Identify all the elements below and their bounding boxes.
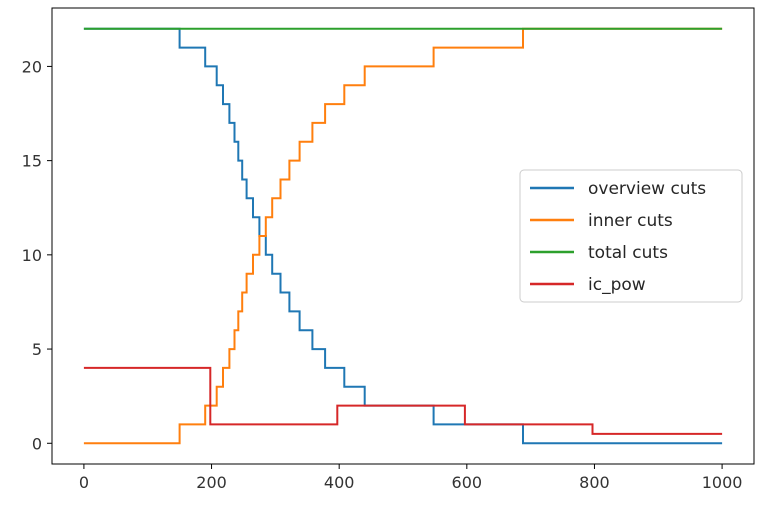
legend-label-inner-cuts: inner cuts bbox=[588, 211, 673, 231]
x-tick-label: 800 bbox=[579, 473, 610, 492]
y-tick-label: 10 bbox=[22, 246, 42, 265]
legend-label-overview-cuts: overview cuts bbox=[588, 179, 706, 199]
x-tick-label: 600 bbox=[452, 473, 483, 492]
y-axis: 0 5 10 15 20 bbox=[22, 57, 52, 453]
x-tick-label: 400 bbox=[324, 473, 355, 492]
legend-box bbox=[519, 169, 743, 303]
plot-frame bbox=[51, 7, 755, 465]
y-tick-label: 5 bbox=[32, 340, 42, 359]
legend-label-total-cuts: total cuts bbox=[588, 243, 668, 263]
x-tick-label: 200 bbox=[196, 473, 227, 492]
legend-label-ic-pow: ic_pow bbox=[588, 275, 646, 295]
x-tick-label: 1000 bbox=[702, 473, 743, 492]
y-tick-label: 20 bbox=[22, 57, 42, 76]
legend: overview cuts inner cuts total cuts ic_pow bbox=[519, 169, 743, 303]
x-axis: 0 200 400 600 800 1000 bbox=[79, 464, 743, 492]
series-line-ic-pow bbox=[83, 366, 723, 435]
y-tick-label: 15 bbox=[22, 152, 42, 171]
y-tick-label: 0 bbox=[32, 434, 42, 453]
series-line-inner-cuts bbox=[83, 27, 723, 445]
x-tick-label: 0 bbox=[79, 473, 89, 492]
series-layer bbox=[83, 27, 723, 445]
